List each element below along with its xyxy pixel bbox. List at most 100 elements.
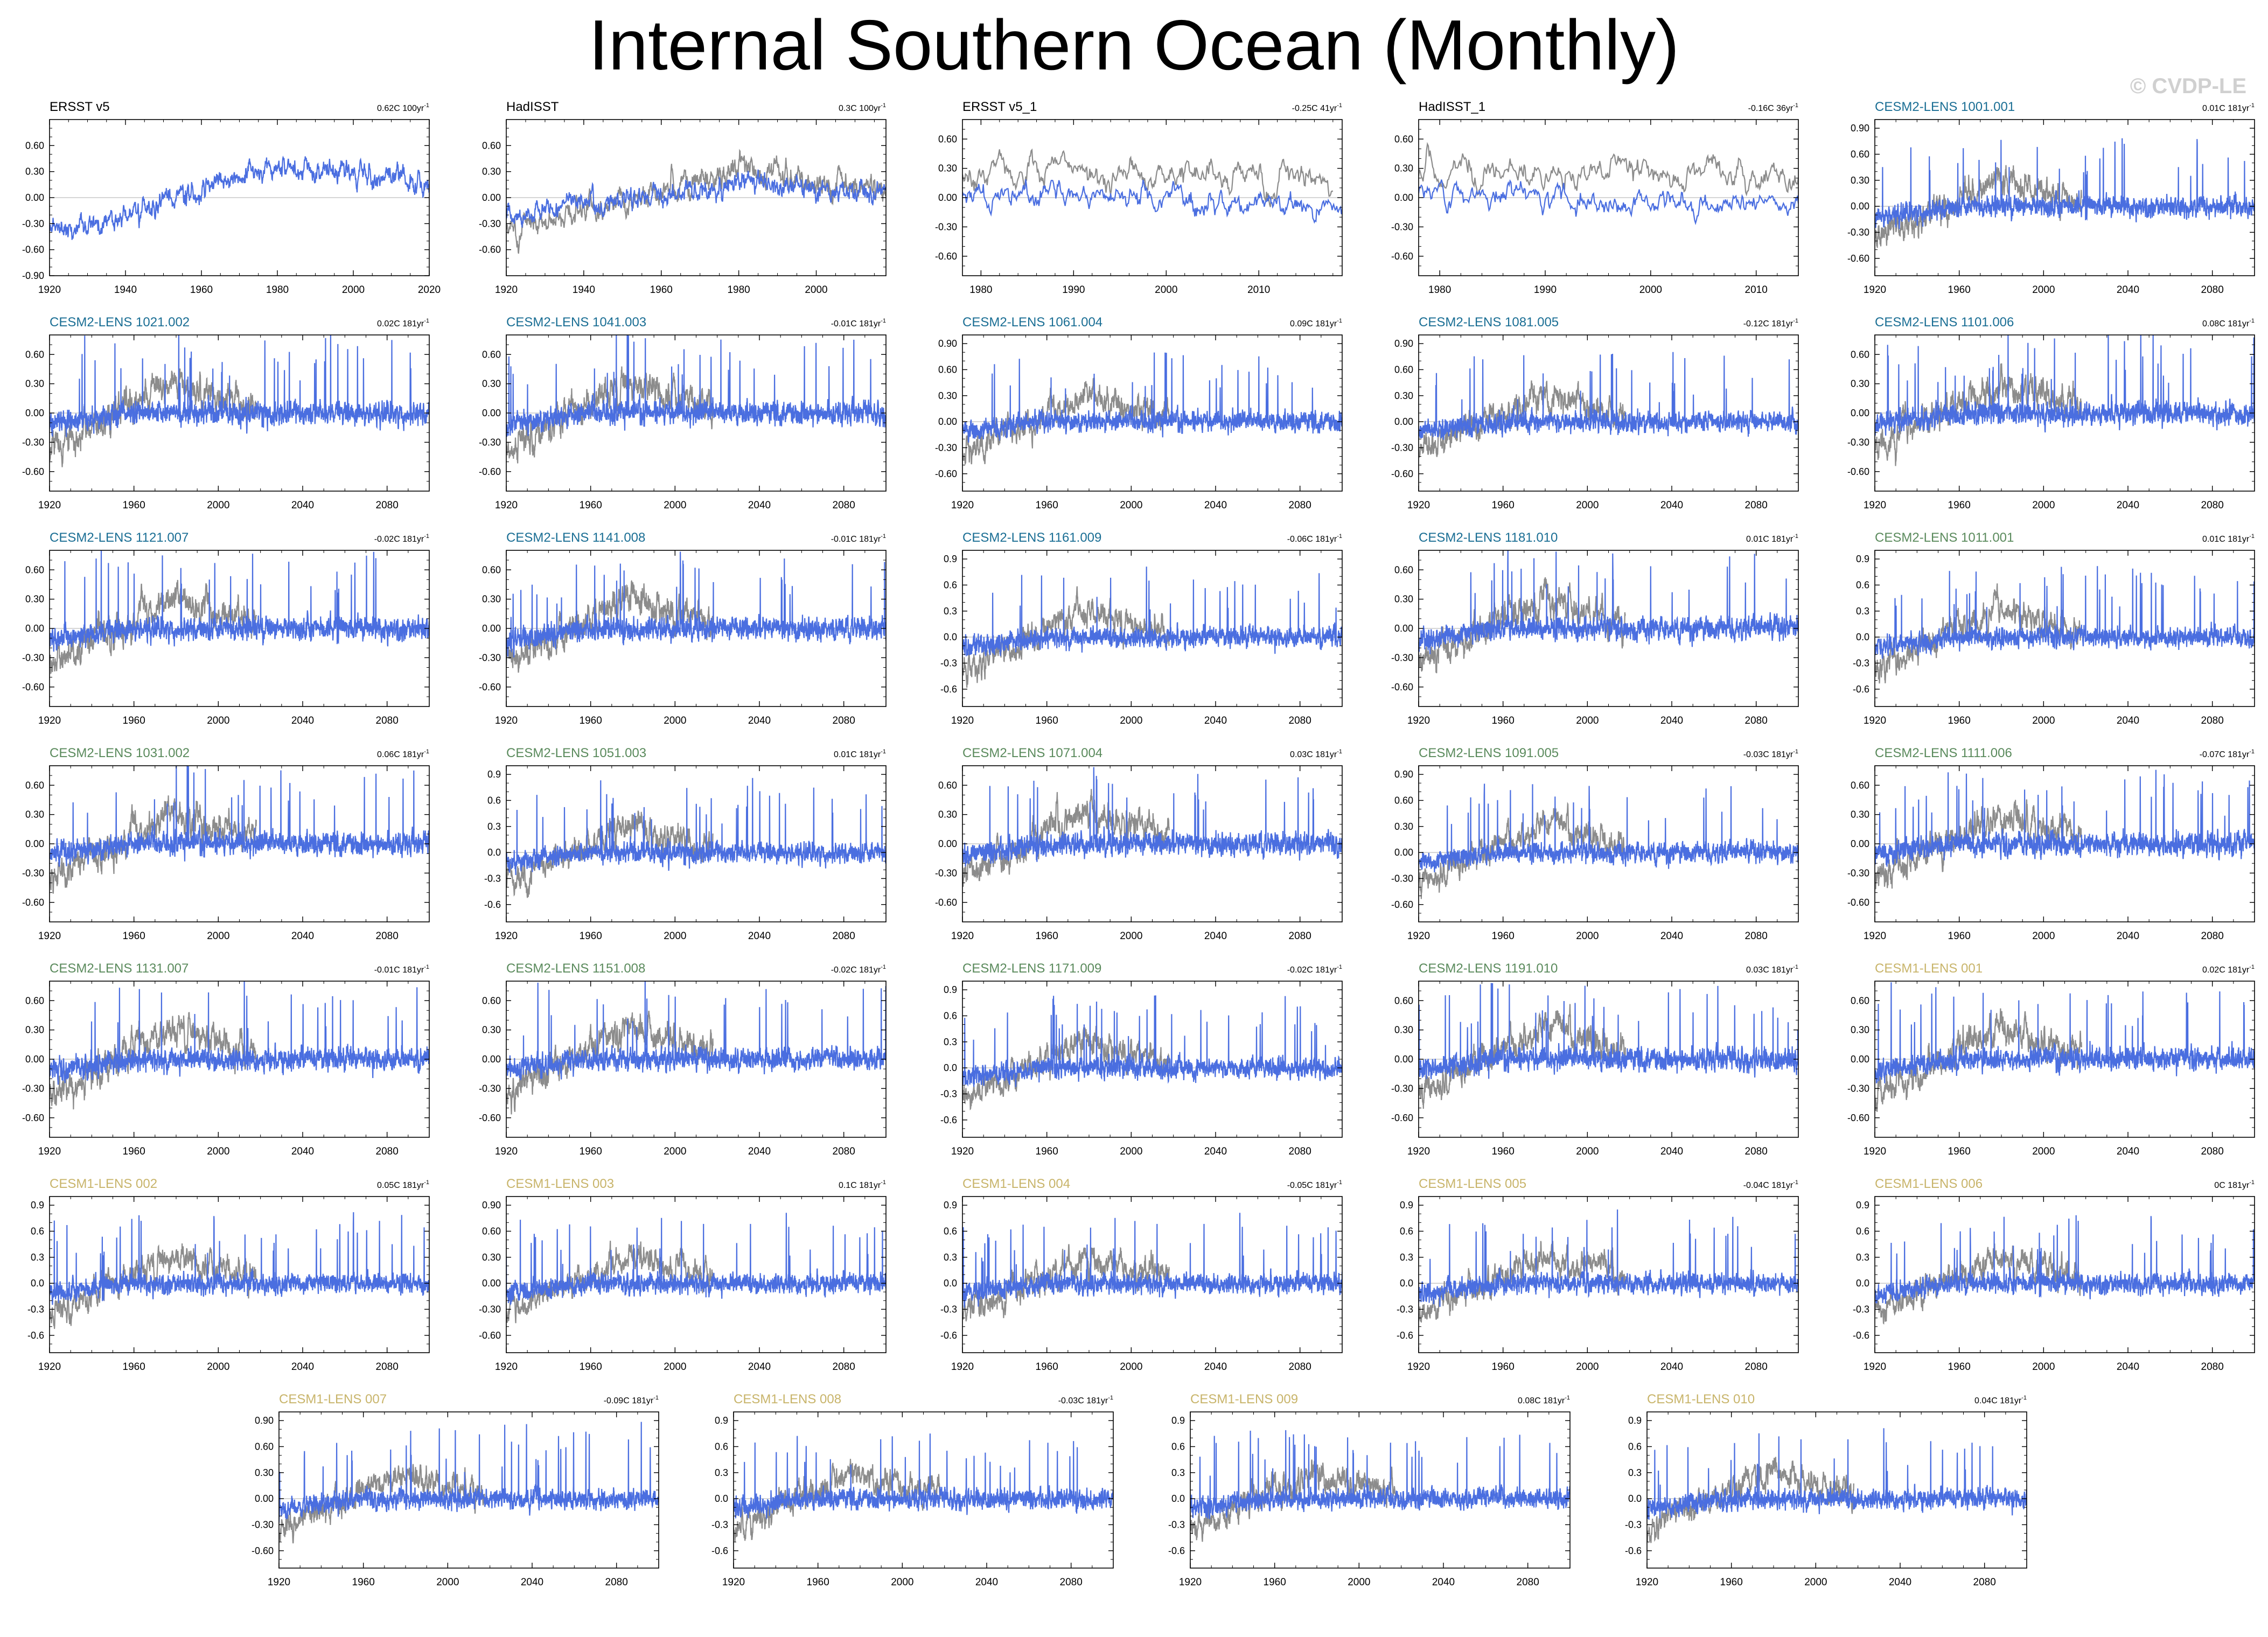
series-line (962, 767, 1342, 866)
x-tick-label: 2080 (2201, 931, 2224, 942)
x-tick-label: 2000 (1120, 931, 1142, 942)
y-tick-label: 0.3 (944, 606, 957, 617)
y-tick-label: -0.3 (1397, 1304, 1413, 1314)
y-tick-label: 0.0 (944, 1062, 957, 1073)
x-tick-label: 1920 (1864, 715, 1886, 726)
trend-value: 0.06C 181yr (377, 750, 424, 759)
chart-panel: CESM2-LENS 1151.008 -0.02C 181yr-1 0.60 0.3… (479, 961, 887, 1164)
y-tick-label: 0.60 (938, 780, 957, 790)
y-tick-label: 0.6 (1856, 579, 1869, 590)
x-tick-label: 1920 (38, 931, 61, 942)
x-tick-label: 2000 (2032, 715, 2055, 726)
chart-panel: HadISST 0.3C 100yr-1 0.60 0.30 0.00 -0.30 -0.6… (479, 100, 887, 303)
y-tick-label: 0.9 (944, 1200, 957, 1211)
reference-series-line (962, 1025, 1170, 1110)
chart-panel: CESM2-LENS 1171.009 -0.02C 181yr-1 0.9 0.6 0… (940, 961, 1343, 1164)
y-tick-label: -0.60 (22, 682, 44, 692)
trend-label: -0.01C 181yr-1 (831, 318, 886, 328)
trend-label: -0.16C 36yr-1 (1748, 102, 1798, 113)
y-tick-label: -0.6 (1853, 684, 1869, 695)
x-tick-label: 1960 (1492, 931, 1515, 942)
x-tick-label: 2040 (2117, 500, 2139, 511)
y-tick-label: 0.30 (482, 379, 501, 389)
trend-label: 0.3C 100yr-1 (839, 102, 886, 113)
trend-value: 0.01C 181yr (834, 750, 881, 759)
x-tick-label: 2010 (1745, 284, 1768, 296)
panel-name: CESM2-LENS 1021.002 (50, 315, 190, 330)
y-tick-label: 0.0 (1856, 632, 1869, 642)
y-tick-label: 0.30 (25, 1025, 44, 1036)
reference-series-line (1419, 802, 1626, 899)
trend-value: 0C 181yr (2214, 1181, 2250, 1190)
trend-label: -0.03C 181yr-1 (1743, 748, 1798, 759)
trend-exponent: -1 (1337, 318, 1342, 324)
trend-value: -0.06C 181yr (1287, 535, 1337, 544)
series-line (506, 169, 886, 228)
x-tick-label: 2000 (1120, 1361, 1142, 1373)
x-tick-label: 1960 (1036, 931, 1058, 942)
y-tick-label: 0.00 (482, 1278, 501, 1289)
panel-name: HadISST (506, 100, 559, 114)
x-tick-label: 2040 (1204, 715, 1227, 726)
x-axis-label: Time (2049, 1162, 2081, 1164)
series-line (506, 1213, 886, 1306)
panel-name: CESM2-LENS 1141.008 (506, 530, 645, 545)
x-axis-label: Time (1136, 300, 1168, 303)
panel-name: CESM1-LENS 004 (962, 1177, 1070, 1191)
reference-series-line (962, 148, 1334, 207)
x-tick-label: 2040 (748, 931, 771, 942)
y-tick-label: -0.60 (1847, 466, 1869, 477)
trend-value: -0.01C 181yr (374, 966, 424, 975)
panel-name: CESM1-LENS 001 (1875, 961, 1983, 976)
panel-name: CESM2-LENS 1111.006 (1875, 746, 2012, 760)
chart-panel: CESM2-LENS 1091.005 -0.03C 181yr-1 0.90 0.6… (1391, 746, 1799, 949)
trend-exponent: -1 (1337, 533, 1342, 540)
series-line (1419, 352, 1798, 440)
x-tick-label: 2080 (833, 1361, 855, 1373)
x-tick-label: 1960 (580, 1146, 602, 1157)
trend-value: 0.01C 181yr (2202, 535, 2250, 544)
trend-value: 0.62C 100yr (377, 104, 424, 113)
y-tick-label: -0.30 (1391, 221, 1413, 232)
series-line (506, 981, 886, 1081)
x-axis-label: Time (1136, 1377, 1168, 1380)
y-tick-label: -0.60 (1391, 899, 1413, 910)
x-tick-label: 1960 (807, 1577, 829, 1588)
panel-name: CESM2-LENS 1181.010 (1419, 530, 1558, 545)
series-line (506, 551, 886, 657)
trend-label: -0.09C 181yr-1 (604, 1395, 659, 1405)
x-tick-label: 2040 (1660, 1146, 1683, 1157)
y-tick-label: -0.60 (479, 1113, 501, 1123)
y-tick-label: -0.60 (935, 897, 957, 908)
y-tick-label: -0.30 (252, 1519, 274, 1530)
series-line (1875, 982, 2255, 1083)
trend-label: 0.03C 181yr-1 (1290, 748, 1342, 759)
x-tick-label: 2000 (2032, 1361, 2055, 1373)
trend-label: 0.01C 181yr-1 (834, 748, 886, 759)
x-axis-label: Time (1364, 1593, 1396, 1595)
y-tick-label: 0.30 (1851, 175, 1869, 186)
series-line (1875, 335, 2255, 436)
x-tick-label: 2040 (748, 1361, 771, 1373)
x-tick-label: 1920 (1864, 1146, 1886, 1157)
trend-label: 0.09C 181yr-1 (1290, 318, 1342, 328)
series-line (506, 335, 886, 437)
x-axis-label: Time (1593, 1162, 1624, 1164)
x-tick-label: 1920 (1179, 1577, 1202, 1588)
watermark: © CVDP-LE (2130, 74, 2246, 98)
x-tick-label: 1960 (1036, 1361, 1058, 1373)
y-tick-label: 0.3 (1171, 1467, 1185, 1478)
x-tick-label: 1980 (969, 284, 992, 296)
trend-label: 0.02C 181yr-1 (2202, 964, 2255, 975)
trend-label: -0.03C 181yr-1 (1058, 1395, 1113, 1405)
x-tick-label: 2000 (207, 715, 229, 726)
x-tick-label: 1960 (1948, 1146, 1971, 1157)
trend-exponent: -1 (424, 318, 429, 324)
x-tick-label: 2080 (1289, 715, 1311, 726)
y-tick-label: 0.3 (715, 1467, 728, 1478)
y-tick-label: 0.9 (1400, 1200, 1413, 1211)
series-line (1419, 1209, 1798, 1307)
series-line (1190, 1430, 1570, 1520)
chart-panel: ERSST v5 0.62C 100yr-1 0.60 0.30 0.00 -0.30 -0… (22, 100, 441, 303)
y-tick-label: 0.30 (255, 1467, 274, 1478)
